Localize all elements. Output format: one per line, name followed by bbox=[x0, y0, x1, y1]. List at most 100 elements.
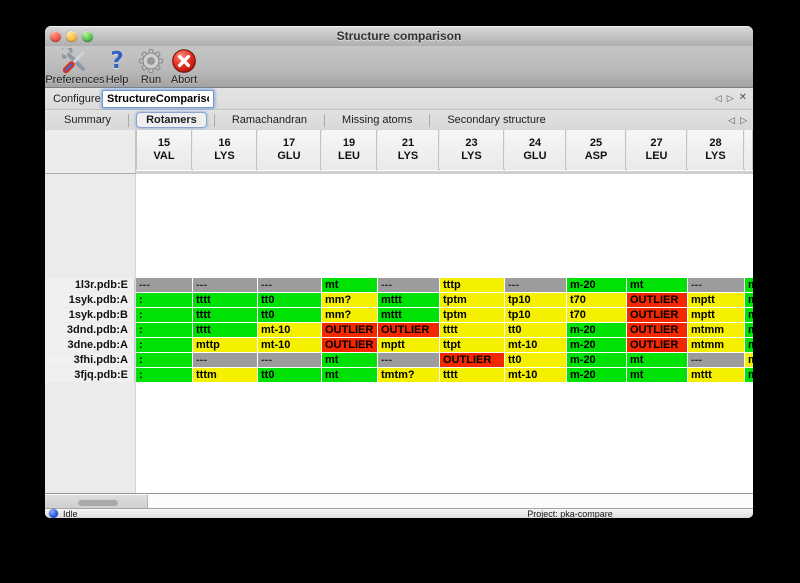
row-header-3dne-pdb-A[interactable]: 3dne.pdb:A bbox=[45, 338, 135, 352]
rotamer-cell[interactable]: tttt bbox=[440, 368, 504, 382]
rotamer-cell[interactable]: mttt bbox=[378, 293, 439, 307]
rotamer-cell[interactable]: mt bbox=[627, 278, 687, 292]
rotamer-cell[interactable]: mm? bbox=[322, 308, 377, 322]
column-header-17-glu[interactable]: 17 GLU bbox=[258, 130, 321, 170]
rotamer-cell[interactable]: --- bbox=[136, 278, 192, 292]
column-header-19-leu[interactable]: 19 LEU bbox=[322, 130, 377, 170]
rotamer-cell[interactable]: --- bbox=[688, 278, 744, 292]
row-header-1syk-pdb-B[interactable]: 1syk.pdb:B bbox=[45, 308, 135, 322]
column-header-27-leu[interactable]: 27 LEU bbox=[627, 130, 687, 170]
rotamer-cell[interactable]: OUTLIER bbox=[627, 308, 687, 322]
rotamer-cell[interactable]: m-20 bbox=[567, 323, 626, 337]
config-forward-icon[interactable]: ▷ bbox=[726, 93, 734, 103]
tab-summary[interactable]: Summary bbox=[64, 114, 112, 126]
rotamer-cell[interactable]: : bbox=[136, 293, 192, 307]
rotamer-cell[interactable]: --- bbox=[193, 353, 257, 367]
rotamer-cell[interactable]: : bbox=[136, 323, 192, 337]
rotamer-cell[interactable]: --- bbox=[258, 353, 321, 367]
rotamer-cell[interactable]: --- bbox=[378, 353, 439, 367]
rotamer-cell[interactable]: OUTLIER bbox=[322, 323, 377, 337]
rotamer-cell[interactable]: mm? bbox=[322, 293, 377, 307]
column-header-25-asp[interactable]: 25 ASP bbox=[567, 130, 626, 170]
rotamer-cell[interactable]: tttt bbox=[440, 323, 504, 337]
rotamer-cell-partial[interactable]: m bbox=[745, 293, 753, 307]
rotamer-cell[interactable]: --- bbox=[193, 278, 257, 292]
rotamer-cell[interactable]: mptt bbox=[688, 308, 744, 322]
column-header-23-lys[interactable]: 23 LYS bbox=[440, 130, 504, 170]
row-header-3dnd-pdb-A[interactable]: 3dnd.pdb:A bbox=[45, 323, 135, 337]
rotamer-cell[interactable]: OUTLIER bbox=[627, 323, 687, 337]
rotamer-cell[interactable]: t70 bbox=[567, 293, 626, 307]
column-header-15-val[interactable]: 15 VAL bbox=[136, 130, 192, 170]
close-window-icon[interactable] bbox=[50, 31, 61, 42]
configure-name-input[interactable] bbox=[102, 90, 214, 108]
tabs-forward-icon[interactable]: ▷ bbox=[740, 115, 747, 125]
rotamer-cell-partial[interactable]: m bbox=[745, 338, 753, 352]
zoom-window-icon[interactable] bbox=[82, 31, 93, 42]
rotamer-cell[interactable]: mtmm bbox=[688, 323, 744, 337]
rotamer-cell[interactable]: tttt bbox=[193, 323, 257, 337]
rotamer-cell[interactable]: m-20 bbox=[567, 353, 626, 367]
rotamer-cell[interactable]: mptt bbox=[688, 293, 744, 307]
rotamer-cell[interactable]: mptt bbox=[378, 338, 439, 352]
rotamer-cell[interactable]: --- bbox=[505, 278, 566, 292]
scrollbar-thumb[interactable] bbox=[78, 499, 118, 506]
rotamer-cell[interactable]: : bbox=[136, 308, 192, 322]
rotamer-cell[interactable]: --- bbox=[378, 278, 439, 292]
rotamer-cell[interactable]: tttt bbox=[193, 308, 257, 322]
rotamer-cell[interactable]: ttpt bbox=[440, 338, 504, 352]
rotamer-cell[interactable]: tmtm? bbox=[378, 368, 439, 382]
rotamer-cell[interactable]: mt bbox=[322, 368, 377, 382]
rotamer-cell[interactable]: mt bbox=[322, 353, 377, 367]
row-header-1l3r-pdb-E[interactable]: 1l3r.pdb:E bbox=[45, 278, 135, 292]
rotamer-cell[interactable]: tttp bbox=[440, 278, 504, 292]
rotamer-cell[interactable]: mtmm bbox=[688, 338, 744, 352]
rotamer-cell[interactable]: mt bbox=[627, 353, 687, 367]
rotamer-cell[interactable]: tt0 bbox=[258, 368, 321, 382]
rotamer-cell[interactable]: --- bbox=[688, 353, 744, 367]
rotamer-cell[interactable]: --- bbox=[258, 278, 321, 292]
toolbar-run-button[interactable]: Run bbox=[133, 48, 169, 86]
rotamer-cell[interactable]: tttm bbox=[193, 368, 257, 382]
rotamer-cell[interactable]: t70 bbox=[567, 308, 626, 322]
rotamer-cell-partial[interactable]: m bbox=[745, 308, 753, 322]
row-header-1syk-pdb-A[interactable]: 1syk.pdb:A bbox=[45, 293, 135, 307]
tab-secondary-structure[interactable]: Secondary structure bbox=[447, 114, 546, 126]
rotamer-cell[interactable]: tt0 bbox=[505, 323, 566, 337]
rotamer-cell[interactable]: : bbox=[136, 353, 192, 367]
rotamer-cell[interactable]: OUTLIER bbox=[378, 323, 439, 337]
config-back-icon[interactable]: ◁ bbox=[714, 93, 722, 103]
rotamer-cell[interactable]: tptm bbox=[440, 293, 504, 307]
tab-missing-atoms[interactable]: Missing atoms bbox=[342, 114, 413, 126]
tab-rotamers[interactable]: Rotamers bbox=[136, 112, 207, 128]
rotamer-cell[interactable]: OUTLIER bbox=[322, 338, 377, 352]
rotamer-cell[interactable]: mttp bbox=[193, 338, 257, 352]
rotamer-cell-partial[interactable]: m bbox=[745, 323, 753, 337]
rotamer-cell[interactable]: tp10 bbox=[505, 308, 566, 322]
rotamer-cell[interactable]: OUTLIER bbox=[440, 353, 504, 367]
toolbar-help-button[interactable]: ? Help bbox=[99, 48, 135, 86]
row-header-3fjq-pdb-E[interactable]: 3fjq.pdb:E bbox=[45, 368, 135, 382]
rotamer-cell[interactable]: tt0 bbox=[258, 308, 321, 322]
rotamer-cell[interactable]: mt-10 bbox=[505, 338, 566, 352]
rotamer-cell[interactable]: : bbox=[136, 338, 192, 352]
rotamer-cell[interactable]: tptm bbox=[440, 308, 504, 322]
rotamer-cell[interactable]: mt bbox=[322, 278, 377, 292]
rotamer-cell[interactable]: tp10 bbox=[505, 293, 566, 307]
rotamer-cell[interactable]: tt0 bbox=[505, 353, 566, 367]
rotamer-cell[interactable]: m-20 bbox=[567, 278, 626, 292]
toolbar-abort-button[interactable]: Abort bbox=[163, 48, 205, 86]
rotamer-cell[interactable]: : bbox=[136, 368, 192, 382]
rotamer-cell-partial[interactable]: m bbox=[745, 278, 753, 292]
toolbar-preferences-button[interactable]: Preferences bbox=[45, 48, 105, 86]
rotamer-cell-partial[interactable]: m bbox=[745, 368, 753, 382]
column-header-24-glu[interactable]: 24 GLU bbox=[505, 130, 566, 170]
rotamer-cell-partial[interactable]: m bbox=[745, 353, 753, 367]
titlebar[interactable]: Structure comparison bbox=[45, 26, 753, 46]
column-header-partial[interactable] bbox=[745, 130, 753, 170]
rotamer-cell[interactable]: mt-10 bbox=[258, 323, 321, 337]
rotamer-cell[interactable]: mttt bbox=[688, 368, 744, 382]
rotamer-cell[interactable]: m-20 bbox=[567, 368, 626, 382]
rotamer-cell[interactable]: OUTLIER bbox=[627, 293, 687, 307]
tabs-back-icon[interactable]: ◁ bbox=[728, 115, 736, 125]
